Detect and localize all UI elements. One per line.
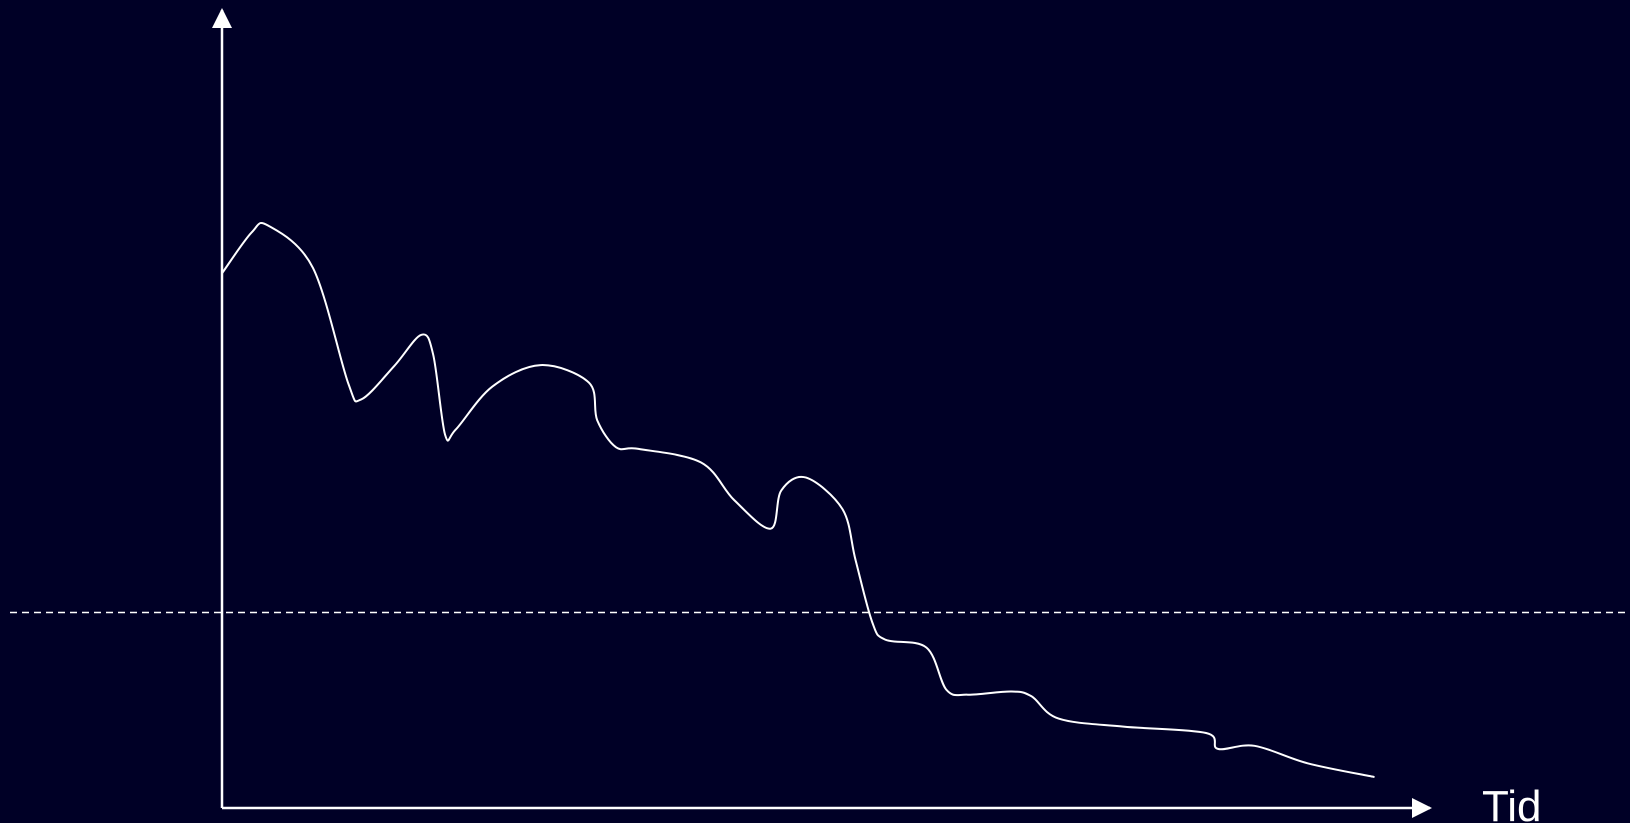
series-line <box>221 222 1375 778</box>
x-axis-label: Tid <box>1482 782 1542 823</box>
